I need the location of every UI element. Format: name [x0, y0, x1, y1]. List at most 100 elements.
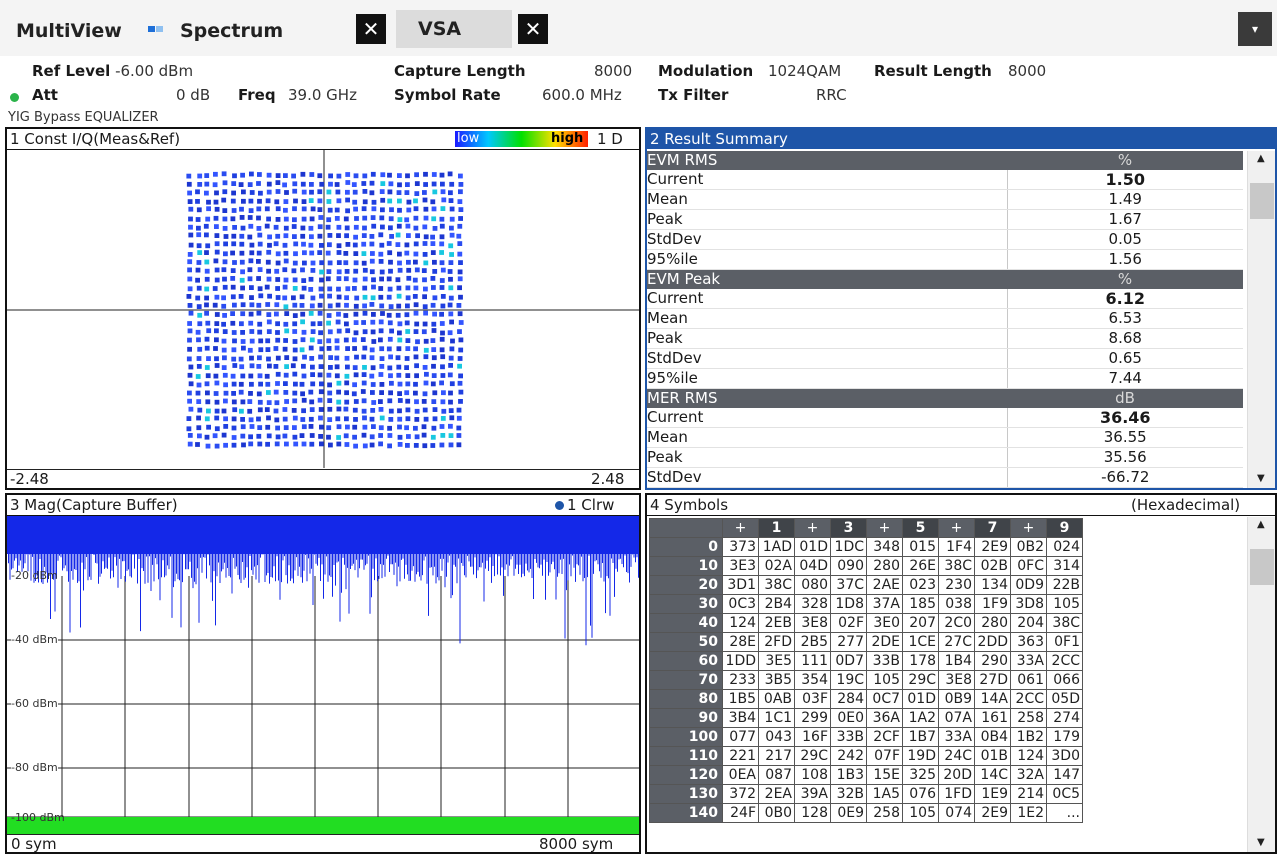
constellation-point [186, 181, 192, 187]
tab-multiview[interactable]: MultiView [16, 20, 122, 42]
constellation-point [214, 399, 220, 405]
constellation-point [369, 190, 375, 196]
constellation-point [430, 302, 436, 308]
constellation-point [405, 173, 410, 179]
constellation-point [283, 304, 289, 310]
x-end-label: 8000 sym [539, 835, 614, 853]
symbols-scroll-down-icon[interactable]: ▼ [1257, 837, 1265, 848]
symbol-cell: 277 [830, 632, 867, 652]
constellation-point [231, 381, 237, 387]
constellation-point [413, 259, 418, 265]
symbol-cell: 1D8 [830, 594, 867, 614]
constellation-point [369, 302, 375, 307]
constellation-point [397, 330, 402, 336]
constellation-point [274, 268, 280, 274]
symbol-cell: 258 [866, 803, 903, 823]
symbol-cell: 1B4 [938, 651, 975, 671]
constellation-point [273, 241, 279, 247]
symbol-cell: 087 [758, 765, 795, 785]
symbol-cell: 233 [722, 670, 759, 690]
constellation-point [223, 442, 228, 448]
close-vsa-tab-button[interactable]: ✕ [518, 14, 548, 44]
constellation-point [301, 373, 307, 379]
constellation-point [449, 346, 455, 352]
constellation-point [351, 391, 357, 397]
symbol-cell: 2E9 [974, 803, 1011, 823]
constellation-point [204, 381, 210, 387]
constellation-point [240, 339, 246, 344]
constellation-point [447, 171, 453, 177]
constellation-point [334, 182, 340, 187]
result-summary-scrollbar[interactable]: ▲ ▼ [1247, 151, 1275, 488]
constellation-point [439, 424, 445, 429]
symbols-pane[interactable]: 4 Symbols (Hexadecimal) +1 +3 +5 +7 +9 0 373 1… [645, 493, 1277, 854]
att-label: Att [32, 86, 58, 104]
constellation-point [353, 330, 359, 336]
tab-spectrum[interactable]: Spectrum [180, 20, 284, 42]
constellation-point [361, 251, 367, 256]
constellation-point [397, 442, 403, 447]
constellation-point [275, 217, 281, 222]
symbol-cell: 299 [794, 708, 831, 728]
symbols-row-offset: 80 [649, 689, 723, 709]
constellation-point [204, 310, 209, 316]
summary-row-label: StdDev [647, 229, 1008, 250]
constellation-point [318, 354, 323, 360]
summary-row-label: Mean [647, 308, 1008, 329]
symbol-cell: 27C [938, 632, 975, 652]
symbols-scroll-thumb[interactable] [1250, 549, 1274, 585]
constellation-point [361, 206, 367, 212]
constellation-point [343, 216, 349, 222]
constellation-pane[interactable]: 1 Const I/Q(Meas&Ref) low high 1 D -2.48… [5, 127, 641, 490]
constellation-point [406, 434, 411, 439]
constellation-point [205, 243, 211, 249]
constellation-point [352, 424, 358, 430]
constellation-point [230, 284, 236, 290]
constellation-point [274, 199, 280, 205]
constellation-point [369, 234, 375, 239]
constellation-point [221, 321, 226, 327]
scroll-thumb[interactable] [1250, 183, 1274, 219]
capture-buffer-pane[interactable]: 3 Mag(Capture Buffer) 1 Clrw -20 dBm -40… [5, 493, 641, 854]
symbols-row-offset: 130 [649, 784, 723, 804]
symbols-scroll-up-icon[interactable]: ▲ [1257, 519, 1265, 530]
constellation-point [370, 295, 376, 301]
constellation-point [283, 225, 289, 231]
constellation-point [334, 216, 340, 221]
constellation-point [293, 381, 298, 387]
constellation-point [265, 198, 271, 204]
constellation-point [396, 364, 402, 370]
constellation-point [336, 389, 341, 395]
constellation-point [404, 390, 410, 396]
constellation-point [283, 250, 289, 256]
constellation-point [275, 321, 280, 327]
symbol-cell: 03F [794, 689, 831, 709]
constellation-point [239, 277, 245, 283]
constellation-point [336, 286, 341, 292]
constellation-point [413, 425, 418, 431]
constellation-point [301, 216, 307, 222]
constellation-point [204, 173, 210, 178]
constellation-point [352, 337, 357, 343]
constellation-point [439, 223, 445, 229]
summary-row-label: Peak [647, 447, 1008, 468]
constellation-point [343, 406, 349, 412]
constellation-point [232, 302, 237, 308]
constellation-point [336, 243, 342, 249]
symbols-scrollbar[interactable]: ▲ ▼ [1247, 517, 1275, 852]
scroll-down-icon[interactable]: ▼ [1257, 473, 1265, 484]
constellation-point [413, 390, 418, 396]
constellation-point [439, 234, 445, 240]
constellation-point [327, 303, 333, 309]
constellation-point [257, 399, 263, 405]
menu-dropdown-button[interactable]: ▾ [1238, 12, 1272, 46]
close-spectrum-tab-button[interactable]: ✕ [356, 14, 386, 44]
result-summary-pane[interactable]: 2 Result Summary EVM RMS% Current 1.50 Mean… [645, 127, 1277, 490]
summary-row: Mean 6.53 [647, 308, 1243, 329]
constellation-point [196, 337, 201, 343]
constellation-point [336, 276, 342, 281]
scroll-up-icon[interactable]: ▲ [1257, 153, 1265, 164]
tab-vsa[interactable]: VSA [396, 10, 512, 48]
symbol-cell: 280 [866, 556, 903, 576]
constellation-point [328, 173, 333, 179]
